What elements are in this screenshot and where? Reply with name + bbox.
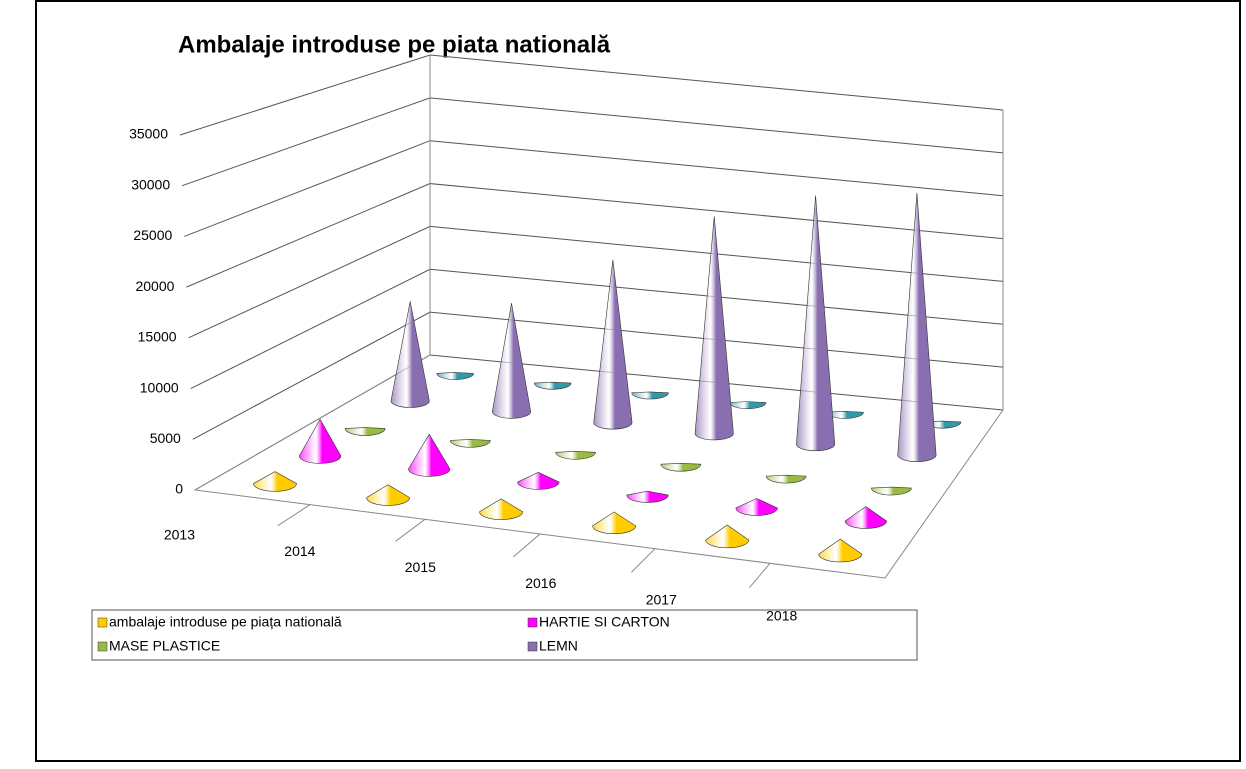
y-tick-label: 20000 [135,278,174,294]
cone [479,498,524,520]
legend-swatch [97,617,108,628]
legend-swatch [527,641,538,652]
legend-swatch [97,641,108,652]
y-tick-label: 10000 [140,379,179,395]
x-tick [513,533,541,558]
y-tick-label: 30000 [131,176,170,192]
x-tick-label: 2015 [405,559,436,575]
x-tick [748,563,771,589]
x-tick [395,518,426,542]
x-tick-label: 2016 [525,575,556,591]
x-tick-label: 2017 [646,591,677,607]
cone [796,195,836,452]
legend-label: HARTIE SI CARTON [539,614,670,630]
cone [694,216,734,441]
legend-label: MASE PLASTICE [109,638,220,654]
y-tick-label: 25000 [133,227,172,243]
cone [705,524,750,549]
y-tick-label: 35000 [129,126,168,142]
cone [844,506,887,529]
y-tick-label: 15000 [138,329,177,345]
cone [436,372,474,380]
legend-swatch [527,617,538,628]
cone [366,484,410,506]
cone [533,381,572,390]
legend-label: LEMN [539,638,578,654]
cone [735,498,778,516]
cone [626,490,669,503]
cone [298,418,342,464]
cone [555,451,596,460]
cone [593,259,633,430]
x-tick [631,548,656,573]
cone [390,301,430,408]
cone [408,433,451,477]
cone [592,511,637,535]
cone [765,474,807,484]
legend [91,609,918,661]
chart-title: Ambalaje introduse pe piata natională [178,31,611,58]
cone [253,471,297,492]
cone [517,472,560,490]
x-tick-label: 2013 [164,527,195,543]
cone [818,538,863,563]
y-tick-label: 0 [175,481,183,497]
cone [344,427,386,436]
x-tick-label: 2014 [284,543,315,559]
cone [492,303,532,419]
cone [450,439,491,448]
x-tick [277,504,311,527]
cone [631,391,669,400]
cone [897,192,937,462]
x-tick-label: 2018 [766,608,797,624]
cone [871,486,912,496]
cone [660,462,702,472]
y-tick-label: 5000 [150,430,181,446]
legend-label: ambalaje introduse pe piața natională [109,614,342,630]
